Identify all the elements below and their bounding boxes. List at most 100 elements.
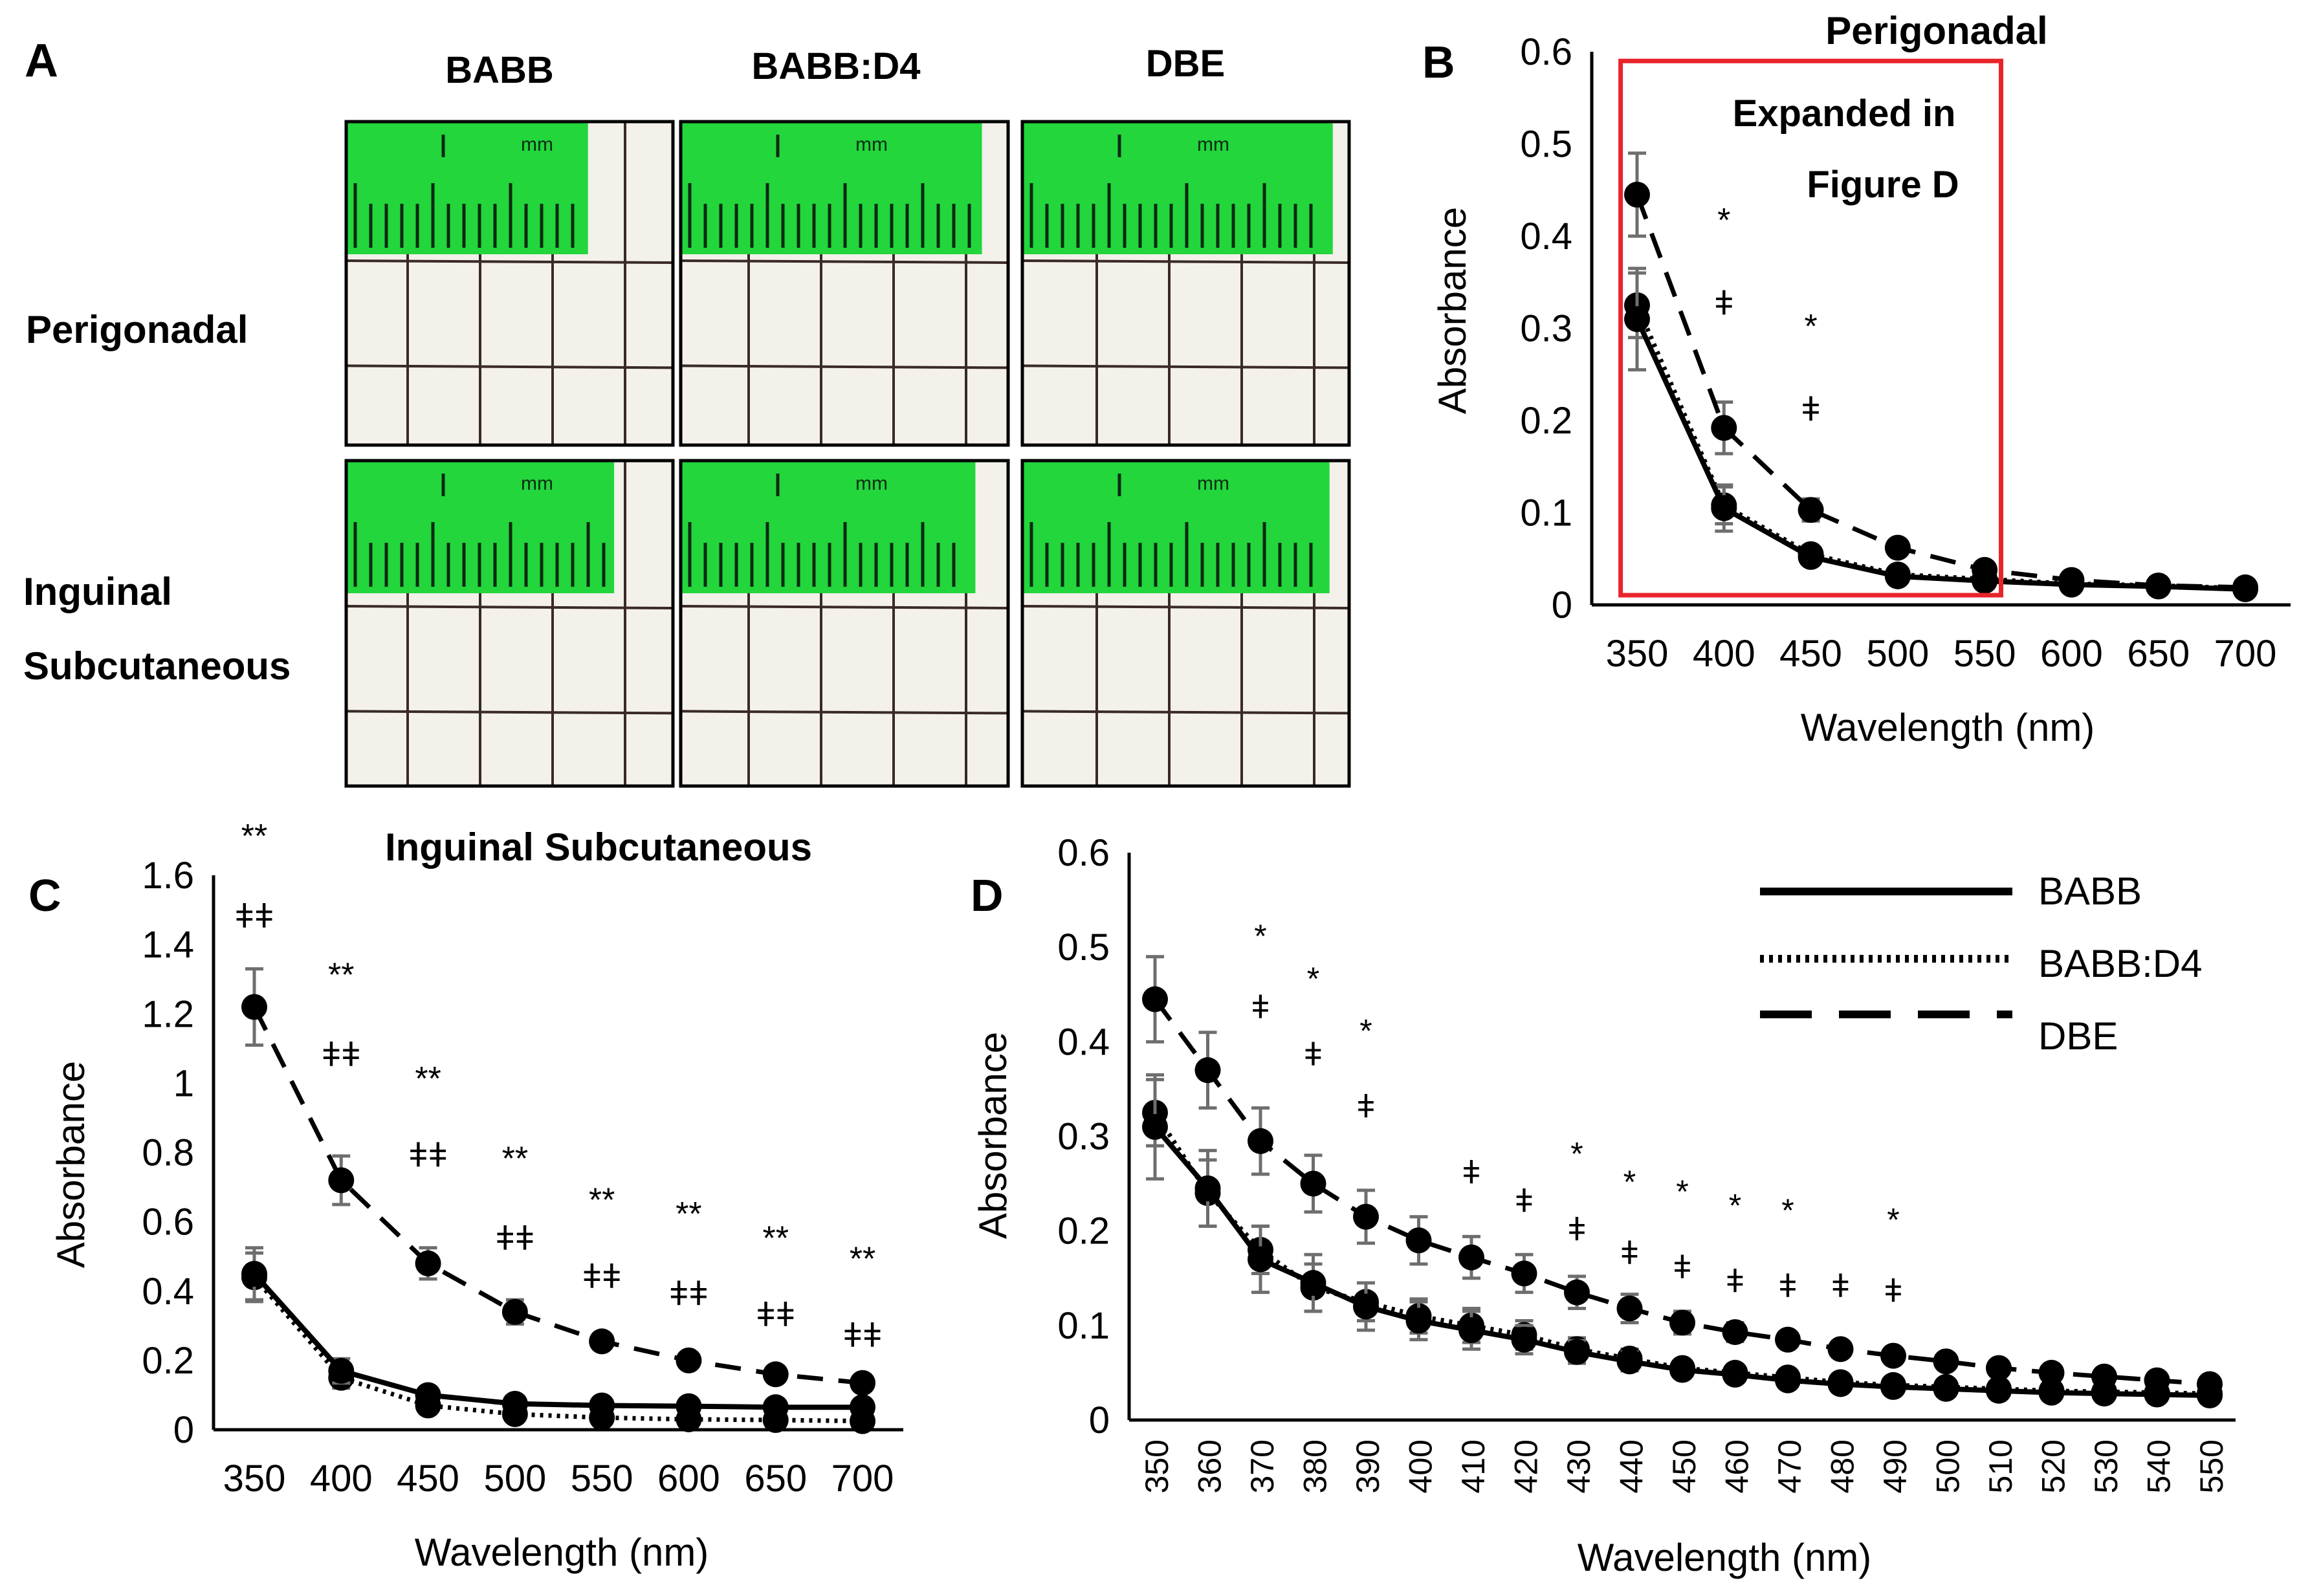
significance-marker: ǂ — [1801, 391, 1820, 428]
significance-marker: ǂ — [1462, 1155, 1480, 1191]
x-tick-label: 500 — [483, 1458, 546, 1500]
legend: BABB BABB:D4 DBE — [1760, 869, 2202, 1058]
data-point-babb — [241, 1260, 267, 1287]
data-point-dbe — [1711, 415, 1737, 441]
y-tick-label: 0.8 — [142, 1132, 194, 1174]
significance-marker: ǂǂ — [495, 1219, 534, 1257]
significance-marker: ǂ — [1567, 1211, 1586, 1247]
y-tick-label: 0.1 — [1057, 1305, 1110, 1347]
data-point-dbe — [1798, 497, 1824, 523]
data-point-babb — [1405, 1307, 1432, 1334]
significance-marker: * — [1570, 1135, 1583, 1172]
data-point-babb — [1711, 495, 1737, 521]
x-tick-label: 410 — [1455, 1439, 1491, 1493]
data-point-dbe — [1194, 1057, 1221, 1084]
data-point-babb — [1722, 1361, 1748, 1388]
panel-letter-c: C — [28, 870, 61, 921]
panel-b: B Perigonadal Absorbance Wavelength (nm)… — [1422, 9, 2291, 749]
data-point-babb — [1798, 543, 1824, 570]
data-point-dbe — [1827, 1336, 1854, 1362]
x-tick-label: 350 — [1606, 633, 1669, 675]
significance-marker: * — [1804, 308, 1817, 345]
data-point-babb — [1933, 1375, 1959, 1402]
x-tick-label: 500 — [1930, 1439, 1966, 1493]
x-axis-label-c: Wavelength (nm) — [415, 1531, 709, 1574]
data-point-dbe — [1511, 1260, 1537, 1287]
grid-line — [346, 364, 674, 369]
photo-inguinal-subcutaneous-babb-d4: mm — [679, 459, 1010, 788]
x-tick-label: 520 — [2036, 1439, 2072, 1493]
x-tick-label: 450 — [1779, 633, 1842, 675]
x-tick-label: 440 — [1614, 1439, 1650, 1493]
grid-line — [346, 259, 674, 264]
data-point-dbe — [1624, 181, 1650, 208]
significance-marker: ** — [676, 1196, 701, 1233]
data-point-dbe — [850, 1370, 875, 1396]
x-tick-label: 420 — [1508, 1439, 1545, 1493]
data-point-dbe — [1458, 1244, 1484, 1271]
y-tick-label: 0.2 — [142, 1340, 194, 1382]
ruler-mm-label: mm — [855, 473, 888, 494]
data-point-dbe — [1142, 986, 1168, 1012]
data-point-dbe — [1300, 1170, 1326, 1197]
x-tick-label: 450 — [1666, 1439, 1702, 1493]
data-point-babb — [415, 1382, 441, 1408]
x-tick-label: 500 — [1866, 633, 1929, 675]
data-point-babb — [1300, 1270, 1326, 1296]
legend-label-babb-d4: BABB:D4 — [2038, 942, 2202, 985]
grid-line — [1022, 364, 1350, 369]
grid-line — [346, 710, 674, 715]
data-point-dbe — [328, 1167, 355, 1194]
ruler-mm-label: mm — [1197, 473, 1229, 494]
data-point-babb — [1458, 1317, 1484, 1344]
x-tick-label: 650 — [2127, 633, 2190, 675]
photo-border — [344, 120, 675, 447]
ruler-mm-label: mm — [521, 134, 553, 155]
data-point-babb — [589, 1392, 615, 1419]
data-point-dbe — [1248, 1128, 1273, 1154]
x-tick-label: 480 — [1825, 1439, 1861, 1493]
panel-a: A BABB BABB:D4 DBE Perigonadal Inguinal … — [23, 35, 1351, 788]
data-point-dbe — [1564, 1279, 1590, 1306]
data-point-dbe — [1933, 1348, 1959, 1375]
data-point-babb — [762, 1394, 789, 1421]
column-header-babb: BABB — [445, 49, 554, 91]
ruler-mm-label: mm — [1197, 134, 1229, 155]
significance-marker: ǂ — [1884, 1273, 1902, 1309]
series-line-babb-d4 — [252, 1276, 863, 1424]
x-tick-label: 510 — [1983, 1439, 2019, 1493]
y-tick-label: 0.6 — [1057, 832, 1110, 874]
significance-marker: ǂǂ — [408, 1137, 448, 1174]
y-tick-label: 0.3 — [1520, 308, 1572, 350]
y-tick-label: 0.6 — [142, 1201, 194, 1243]
x-tick-label: 600 — [657, 1458, 720, 1500]
data-point-babb — [1564, 1339, 1590, 1365]
y-tick-label: 0.1 — [1520, 492, 1572, 534]
data-point-babb — [676, 1393, 702, 1419]
photo-border — [1020, 120, 1351, 447]
panel-letter-a: A — [25, 35, 58, 87]
data-point-babb — [2232, 576, 2258, 602]
series-line-babb — [1634, 318, 2246, 592]
highlight-label-line2: Figure D — [1807, 164, 1959, 206]
grid-line — [1022, 710, 1350, 715]
series-line-dbe — [252, 1005, 863, 1386]
x-axis-label-b: Wavelength (nm) — [1801, 706, 2095, 749]
y-tick-label: 0 — [1552, 584, 1572, 626]
significance-marker: ǂ — [1620, 1235, 1639, 1271]
x-tick-label: 360 — [1192, 1439, 1228, 1493]
grid-line — [1022, 259, 1350, 264]
x-tick-label: 600 — [2040, 633, 2103, 675]
x-tick-label: 540 — [2141, 1439, 2177, 1493]
ruler-mm-label: mm — [521, 473, 553, 494]
photo-border — [679, 120, 1010, 447]
y-tick-label: 0 — [1089, 1399, 1110, 1441]
y-tick-label: 0.4 — [1057, 1021, 1110, 1063]
photo-border — [344, 459, 675, 788]
data-point-dbe — [1353, 1203, 1379, 1230]
significance-marker: ǂǂ — [235, 897, 274, 935]
significance-marker: * — [1729, 1188, 1741, 1224]
data-point-babb — [1827, 1371, 1854, 1397]
x-axis-label-d: Wavelength (nm) — [1578, 1536, 1872, 1579]
